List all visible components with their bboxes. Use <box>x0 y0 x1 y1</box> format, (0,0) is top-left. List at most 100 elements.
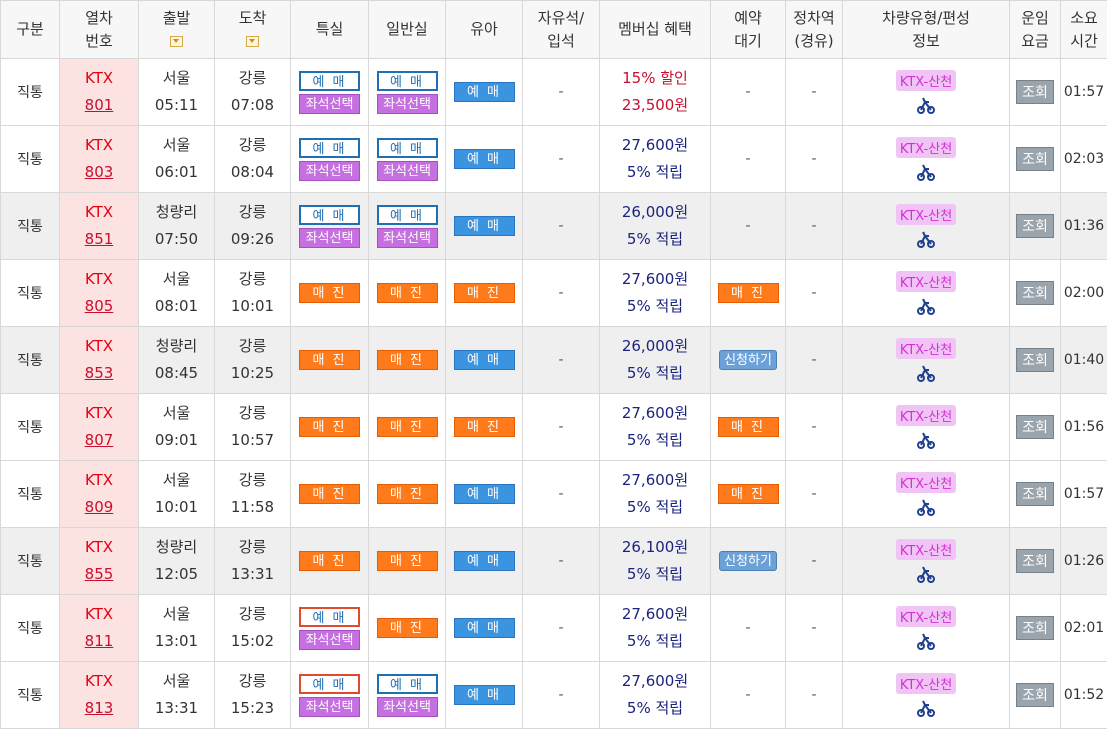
fare-search-button[interactable]: 조회 <box>1016 80 1054 104</box>
header-reserve-wait: 예약대기 <box>710 0 786 59</box>
train-number-link[interactable]: 803 <box>84 163 114 181</box>
special-book-button[interactable]: 예 매 <box>299 70 360 91</box>
child-book-button[interactable]: 예 매 <box>453 82 515 102</box>
cell-duration: 01:57 <box>1060 460 1107 528</box>
fare-search-button[interactable]: 조회 <box>1016 415 1054 439</box>
car-type-badge[interactable]: KTX-산천 <box>895 270 957 292</box>
header-general: 일반실 <box>368 0 446 59</box>
cell-membership: 27,600원 5% 적립 <box>599 661 711 729</box>
bicycle-icon[interactable] <box>916 95 936 115</box>
child-book-button[interactable]: 예 매 <box>453 484 515 504</box>
bicycle-icon[interactable] <box>916 363 936 383</box>
table-row: 직통 KTX 851 청량리 07:50 강릉 09:26 예 매 좌석선택 예 매 좌석선택 예 매… <box>0 192 1107 260</box>
train-number-link[interactable]: 809 <box>84 498 114 516</box>
child-book-button[interactable]: 예 매 <box>453 350 515 370</box>
stops-dash: - <box>811 352 817 368</box>
cell-train-no: KTX 853 <box>59 326 139 394</box>
header-free-seat-label: 자유석/입석 <box>537 8 585 50</box>
train-number-link[interactable]: 807 <box>84 431 114 449</box>
car-type-badge[interactable]: KTX-산천 <box>895 136 957 158</box>
car-type-badge[interactable]: KTX-산천 <box>895 404 957 426</box>
bicycle-icon[interactable] <box>916 497 936 517</box>
train-number-link[interactable]: 811 <box>84 632 114 650</box>
bicycle-icon[interactable] <box>916 631 936 651</box>
child-book-button[interactable]: 예 매 <box>453 149 515 169</box>
cell-train-no: KTX 855 <box>59 527 139 595</box>
bicycle-icon[interactable] <box>916 564 936 584</box>
fare-search-button[interactable]: 조회 <box>1016 281 1054 305</box>
child-book-button[interactable]: 예 매 <box>453 685 515 705</box>
special-seat-select-button[interactable]: 좌석선택 <box>299 160 360 181</box>
fare-search-button[interactable]: 조회 <box>1016 348 1054 372</box>
car-type-badge[interactable]: KTX-산천 <box>895 471 957 493</box>
car-type-badge[interactable]: KTX-산천 <box>895 337 957 359</box>
cell-child: 예 매 <box>445 326 523 394</box>
cell-departure: 서울 05:11 <box>138 58 215 126</box>
arrival-time: 08:04 <box>230 163 275 181</box>
train-number-link[interactable]: 853 <box>84 364 114 382</box>
car-type-badge[interactable]: KTX-산천 <box>895 69 957 91</box>
train-number-link[interactable]: 813 <box>84 699 114 717</box>
special-seat-select-button[interactable]: 좌석선택 <box>299 629 360 650</box>
car-type-badge[interactable]: KTX-산천 <box>895 203 957 225</box>
general-book-button[interactable]: 예 매 <box>376 70 438 91</box>
table-row: 직통 KTX 853 청량리 08:45 강릉 10:25 매 진 매 진 예 매 - 26,000원… <box>0 326 1107 394</box>
special-seat-select-button[interactable]: 좌석선택 <box>299 93 360 114</box>
car-type-badge[interactable]: KTX-산천 <box>895 538 957 560</box>
cell-general: 예 매 좌석선택 <box>368 192 446 260</box>
sort-dropdown-icon[interactable] <box>170 35 183 47</box>
fare-search-button[interactable]: 조회 <box>1016 616 1054 640</box>
special-sold-out-badge: 매 진 <box>299 484 360 504</box>
bicycle-icon[interactable] <box>916 698 936 718</box>
special-book-button[interactable]: 예 매 <box>299 204 360 225</box>
cell-special: 예 매 좌석선택 <box>290 661 369 729</box>
train-number-link[interactable]: 855 <box>84 565 114 583</box>
header-duration-label: 소요시간 <box>1070 8 1098 50</box>
train-class-label: KTX <box>84 337 114 355</box>
cell-train-no: KTX 813 <box>59 661 139 729</box>
cell-train-no: KTX 811 <box>59 594 139 662</box>
fare-search-button[interactable]: 조회 <box>1016 549 1054 573</box>
cell-departure: 서울 13:01 <box>138 594 215 662</box>
train-number-link[interactable]: 805 <box>84 297 114 315</box>
bicycle-icon[interactable] <box>916 162 936 182</box>
header-general-label: 일반실 <box>386 20 428 38</box>
general-seat-select-button[interactable]: 좌석선택 <box>376 227 438 248</box>
header-departure[interactable]: 출발 <box>138 0 215 59</box>
general-seat-select-button[interactable]: 좌석선택 <box>376 160 438 181</box>
header-child: 유아 <box>445 0 523 59</box>
sort-dropdown-icon[interactable] <box>246 35 259 47</box>
train-number-link[interactable]: 801 <box>84 96 114 114</box>
special-book-button[interactable]: 예 매 <box>299 606 360 627</box>
general-book-button[interactable]: 예 매 <box>376 204 438 225</box>
special-seat-select-button[interactable]: 좌석선택 <box>299 696 360 717</box>
special-book-button[interactable]: 예 매 <box>299 673 360 694</box>
header-arrival[interactable]: 도착 <box>214 0 291 59</box>
general-seat-select-button[interactable]: 좌석선택 <box>376 696 438 717</box>
bicycle-icon[interactable] <box>916 430 936 450</box>
car-type-badge[interactable]: KTX-산천 <box>895 672 957 694</box>
special-book-button[interactable]: 예 매 <box>299 137 360 158</box>
fare-search-button[interactable]: 조회 <box>1016 147 1054 171</box>
wait-apply-button[interactable]: 신청하기 <box>719 350 777 370</box>
child-book-button[interactable]: 예 매 <box>453 216 515 236</box>
child-book-button[interactable]: 예 매 <box>453 618 515 638</box>
car-type-badge[interactable]: KTX-산천 <box>895 605 957 627</box>
fare-search-button[interactable]: 조회 <box>1016 482 1054 506</box>
special-seat-select-button[interactable]: 좌석선택 <box>299 227 360 248</box>
special-sold-out-badge: 매 진 <box>299 283 360 303</box>
bicycle-icon[interactable] <box>916 229 936 249</box>
child-book-button[interactable]: 예 매 <box>453 551 515 571</box>
general-seat-select-button[interactable]: 좌석선택 <box>376 93 438 114</box>
fare-search-button[interactable]: 조회 <box>1016 683 1054 707</box>
general-book-group: 예 매 좌석선택 <box>369 137 445 181</box>
cell-car-type: KTX-산천 <box>842 594 1010 662</box>
train-number-link[interactable]: 851 <box>84 230 114 248</box>
general-book-button[interactable]: 예 매 <box>376 673 438 694</box>
general-book-button[interactable]: 예 매 <box>376 137 438 158</box>
bicycle-icon[interactable] <box>916 296 936 316</box>
fare-search-button[interactable]: 조회 <box>1016 214 1054 238</box>
wait-apply-button[interactable]: 신청하기 <box>719 551 777 571</box>
departure-time: 08:45 <box>154 364 199 382</box>
